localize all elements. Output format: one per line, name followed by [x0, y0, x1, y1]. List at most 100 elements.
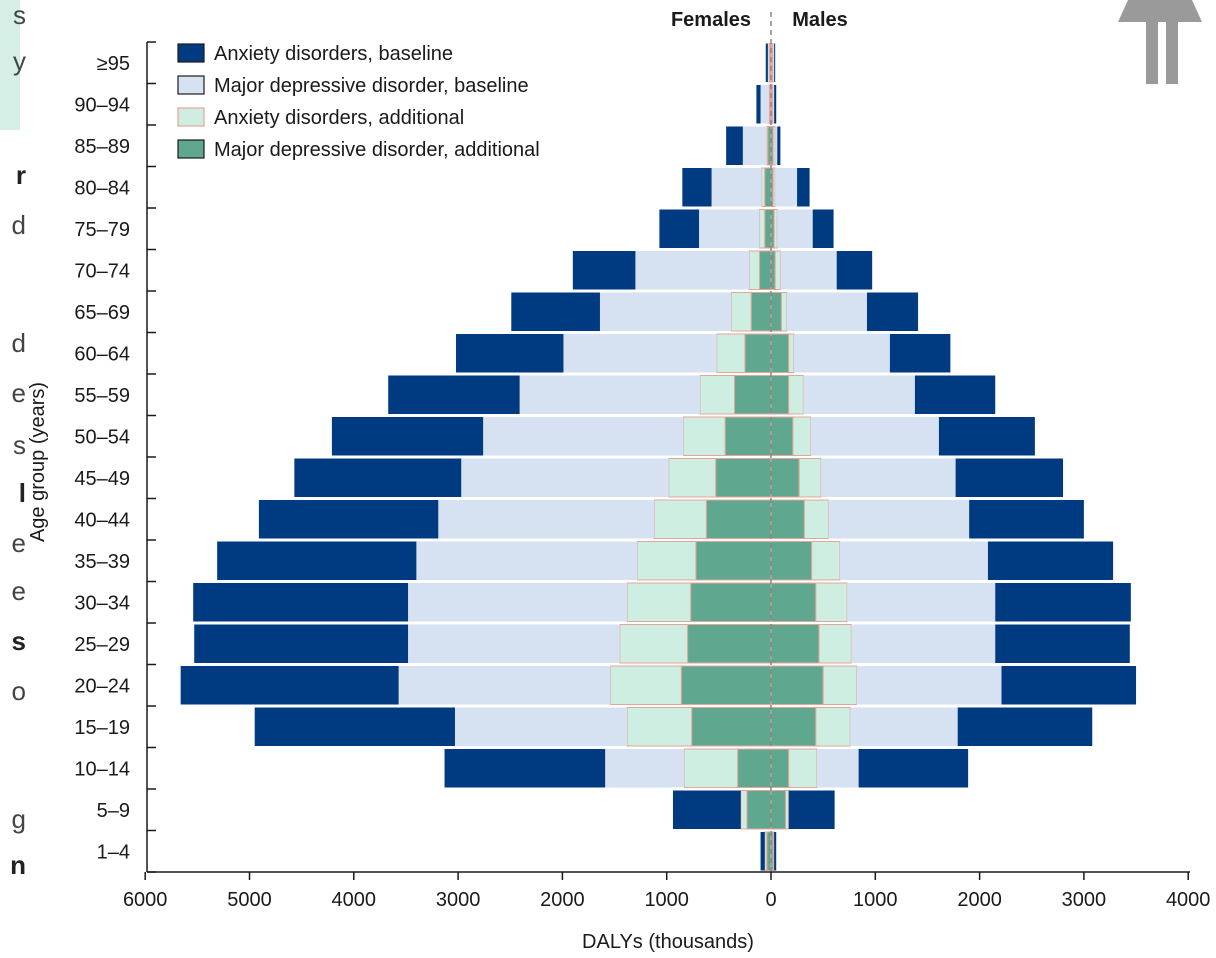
y-tick-label: 40–44 — [74, 509, 130, 531]
bar-females-major-depressive-disorder-baseline — [760, 85, 769, 124]
y-tick-label: 45–49 — [74, 468, 130, 490]
bar-females-major-depressive-disorder-baseline — [742, 126, 767, 165]
bar-males-anxiety-disorders-additional — [773, 209, 778, 249]
bar-females-major-depressive-disorder-additional — [744, 333, 772, 373]
bar-males-anxiety-disorders-additional — [815, 582, 848, 622]
bar-males-anxiety-disorders-baseline — [774, 85, 777, 124]
bar-males-major-depressive-disorder-additional — [770, 499, 805, 539]
bar-females-anxiety-disorders-baseline — [258, 500, 439, 539]
x-tick-label: 4000 — [1166, 889, 1211, 911]
x-tick-label: 6000 — [123, 889, 168, 911]
bar-females-major-depressive-disorder-additional — [695, 541, 772, 581]
bar-males-major-depressive-disorder-baseline — [821, 458, 956, 497]
bar-females-major-depressive-disorder-baseline — [605, 749, 685, 788]
bar-males-anxiety-disorders-additional — [811, 541, 841, 581]
y-tick-label: 15–19 — [74, 717, 130, 739]
bar-males-major-depressive-disorder-baseline — [810, 417, 939, 456]
bar-males-anxiety-disorders-additional — [788, 375, 804, 415]
bar-males-anxiety-disorders-baseline — [969, 500, 1084, 539]
bar-females-anxiety-disorders-baseline — [659, 209, 700, 248]
y-tick-label: 75–79 — [74, 219, 130, 241]
bar-females-anxiety-disorders-baseline — [444, 749, 606, 788]
bar-females-anxiety-disorders-baseline — [388, 375, 520, 414]
bar-males-anxiety-disorders-baseline — [938, 417, 1035, 456]
bar-males-anxiety-disorders-additional — [771, 43, 774, 83]
bar-females-anxiety-disorders-additional — [759, 209, 766, 249]
bar-females-anxiety-disorders-additional — [682, 416, 726, 456]
y-tick-label: 5–9 — [97, 800, 130, 822]
bar-females-anxiety-disorders-additional — [761, 167, 766, 207]
bar-females-anxiety-disorders-baseline — [511, 292, 600, 331]
bar-males-anxiety-disorders-baseline — [858, 749, 969, 788]
bar-males-major-depressive-disorder-baseline — [786, 292, 867, 331]
bar-females-anxiety-disorders-additional — [730, 292, 752, 332]
axes-layer: ≥95 90–94 85–89 80–84 75–79 70–74 65–69 60–64 55… — [74, 12, 1210, 911]
y-tick-label: 60–64 — [74, 343, 130, 365]
bar-males-major-depressive-disorder-baseline — [780, 251, 837, 290]
bar-females-major-depressive-disorder-additional — [764, 167, 772, 207]
x-tick-label: 4000 — [332, 889, 377, 911]
bar-females-anxiety-disorders-additional — [626, 707, 693, 747]
x-tick-label: 3000 — [436, 889, 481, 911]
x-axis-label: DALYs (thousands) — [582, 931, 754, 953]
side-text-fragment: o — [11, 676, 26, 706]
bar-males-anxiety-disorders-baseline — [836, 251, 873, 290]
bar-males-major-depressive-disorder-additional — [770, 292, 782, 332]
bar-females-anxiety-disorders-additional — [768, 43, 771, 83]
legend-swatch — [177, 75, 205, 95]
legend: Anxiety disorders, baseline Major depress… — [177, 43, 540, 161]
side-text-fragment: e — [11, 528, 26, 558]
bar-males-anxiety-disorders-additional — [815, 707, 851, 747]
y-tick-label: 80–84 — [74, 177, 130, 199]
bar-males-major-depressive-disorder-baseline — [803, 375, 915, 414]
y-axis-label: Age group (years) — [27, 382, 49, 542]
bar-females-major-depressive-disorder-baseline — [461, 458, 669, 497]
bar-females-major-depressive-disorder-additional — [690, 582, 772, 622]
bar-males-anxiety-disorders-baseline — [995, 583, 1131, 622]
y-tick-label: 65–69 — [74, 302, 130, 324]
side-text-fragment: s — [13, 430, 26, 460]
x-tick-label: 1000 — [853, 889, 898, 911]
bar-males-anxiety-disorders-additional — [788, 748, 818, 788]
bar-females-anxiety-disorders-baseline — [760, 832, 765, 871]
bar-males-anxiety-disorders-additional — [780, 292, 788, 332]
bar-males-major-depressive-disorder-baseline — [773, 43, 775, 82]
bar-females-major-depressive-disorder-baseline — [408, 583, 628, 622]
bar-males-anxiety-disorders-additional — [788, 333, 795, 373]
side-text-fragment: s — [13, 0, 26, 30]
bar-males-anxiety-disorders-baseline — [777, 126, 781, 165]
bar-females-anxiety-disorders-baseline — [294, 458, 462, 497]
bar-females-anxiety-disorders-baseline — [180, 666, 399, 705]
bar-males-major-depressive-disorder-baseline — [851, 624, 996, 663]
bar-males-major-depressive-disorder-baseline — [775, 168, 798, 207]
bar-females-anxiety-disorders-baseline — [193, 583, 409, 622]
side-text-fragment: d — [11, 210, 26, 240]
bar-females-anxiety-disorders-baseline — [194, 624, 409, 663]
bar-females-anxiety-disorders-baseline — [726, 126, 743, 165]
side-text-fragment: l — [18, 478, 26, 508]
bar-females-major-depressive-disorder-baseline — [519, 375, 701, 414]
bar-females-anxiety-disorders-additional — [716, 333, 746, 373]
bar-females-anxiety-disorders-additional — [609, 665, 682, 705]
bar-males-major-depressive-disorder-additional — [770, 707, 817, 747]
y-tick-label: 30–34 — [74, 592, 130, 614]
bar-females-anxiety-disorders-additional — [699, 375, 735, 415]
bar-males-anxiety-disorders-additional — [785, 790, 790, 830]
bar-males-anxiety-disorders-additional — [772, 167, 776, 207]
bar-males-anxiety-disorders-baseline — [774, 832, 777, 871]
bar-males-anxiety-disorders-additional — [771, 84, 774, 124]
bar-females-anxiety-disorders-baseline — [572, 251, 636, 290]
bar-females-anxiety-disorders-baseline — [765, 43, 768, 82]
bar-females-major-depressive-disorder-additional — [715, 458, 772, 498]
legend-label: Major depressive disorder, additional — [214, 139, 540, 161]
bar-females-anxiety-disorders-additional — [626, 582, 692, 622]
bar-females-anxiety-disorders-additional — [668, 458, 717, 498]
legend-label: Anxiety disorders, baseline — [214, 43, 453, 65]
bar-females-major-depressive-disorder-baseline — [711, 168, 762, 207]
legend-swatch — [177, 43, 205, 63]
bar-males-anxiety-disorders-baseline — [788, 790, 835, 829]
bar-females-major-depressive-disorder-baseline — [416, 541, 638, 580]
side-text-fragment: s — [11, 626, 26, 656]
bar-females-anxiety-disorders-additional — [653, 499, 707, 539]
bar-males-anxiety-disorders-baseline — [995, 624, 1130, 663]
